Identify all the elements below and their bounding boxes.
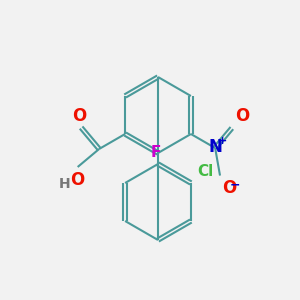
Text: N: N <box>208 138 222 156</box>
Text: O: O <box>72 106 86 124</box>
Text: Cl: Cl <box>197 164 213 179</box>
Text: F: F <box>151 145 161 160</box>
Text: −: − <box>230 178 240 191</box>
Text: O: O <box>222 178 236 196</box>
Text: +: + <box>218 136 227 146</box>
Text: O: O <box>70 171 85 189</box>
Text: H: H <box>59 177 70 191</box>
Text: O: O <box>235 107 249 125</box>
